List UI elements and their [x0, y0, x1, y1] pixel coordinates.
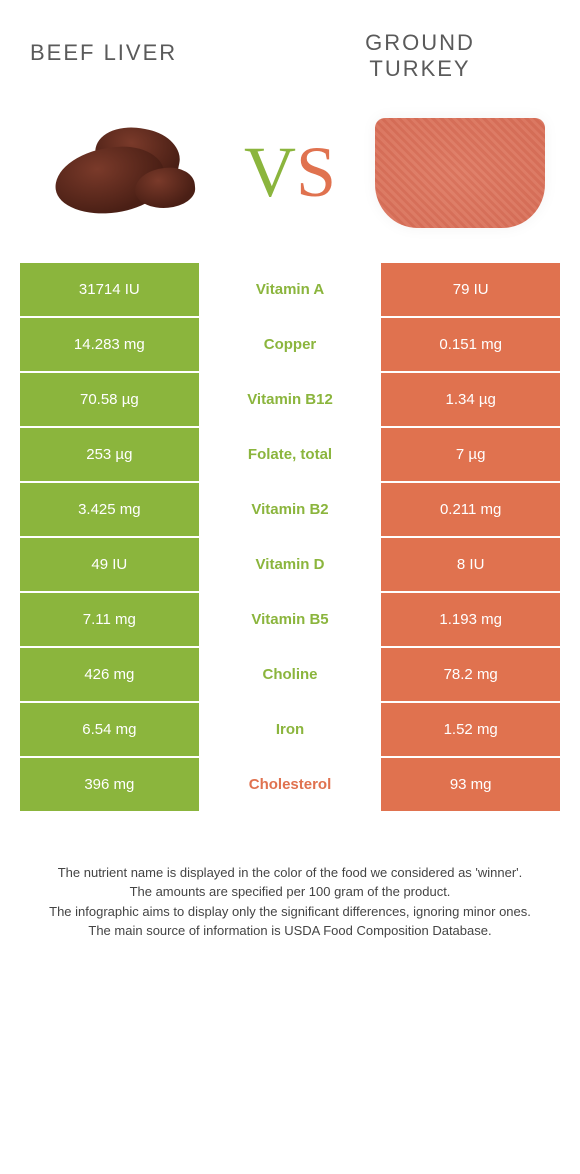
nutrient-value-left: 49 IU: [20, 538, 201, 593]
nutrient-name: Iron: [201, 703, 380, 758]
nutrient-value-right: 7 µg: [379, 428, 560, 483]
nutrient-row: 253 µgFolate, total7 µg: [20, 428, 560, 483]
nutrient-table: 31714 IUVitamin A79 IU14.283 mgCopper0.1…: [20, 263, 560, 813]
nutrient-name: Vitamin B5: [201, 593, 380, 648]
footer-line-2: The amounts are specified per 100 gram o…: [20, 882, 560, 902]
nutrient-row: 31714 IUVitamin A79 IU: [20, 263, 560, 318]
nutrient-value-left: 6.54 mg: [20, 703, 201, 758]
vs-label: VS: [244, 131, 336, 214]
footer-line-1: The nutrient name is displayed in the co…: [20, 863, 560, 883]
footer-line-4: The main source of information is USDA F…: [20, 921, 560, 941]
nutrient-row: 396 mgCholesterol93 mg: [20, 758, 560, 813]
nutrient-value-right: 8 IU: [379, 538, 560, 593]
nutrient-name: Vitamin B2: [201, 483, 380, 538]
nutrient-row: 7.11 mgVitamin B51.193 mg: [20, 593, 560, 648]
food-image-right: [360, 103, 560, 243]
nutrient-name: Choline: [201, 648, 380, 703]
nutrient-value-left: 31714 IU: [20, 263, 201, 318]
nutrient-value-right: 93 mg: [379, 758, 560, 813]
vs-v: V: [244, 132, 296, 212]
food-title-right-line2: Turkey: [369, 56, 470, 81]
nutrient-value-left: 253 µg: [20, 428, 201, 483]
nutrient-name: Vitamin D: [201, 538, 380, 593]
nutrient-name: Copper: [201, 318, 380, 373]
nutrient-value-left: 396 mg: [20, 758, 201, 813]
nutrient-row: 6.54 mgIron1.52 mg: [20, 703, 560, 758]
nutrient-value-right: 78.2 mg: [379, 648, 560, 703]
nutrient-name: Cholesterol: [201, 758, 380, 813]
food-image-left: [20, 103, 220, 243]
nutrient-value-left: 70.58 µg: [20, 373, 201, 428]
nutrient-value-right: 0.151 mg: [379, 318, 560, 373]
nutrient-row: 14.283 mgCopper0.151 mg: [20, 318, 560, 373]
liver-illustration: [40, 123, 200, 223]
nutrient-value-right: 0.211 mg: [379, 483, 560, 538]
nutrient-row: 3.425 mgVitamin B20.211 mg: [20, 483, 560, 538]
nutrient-row: 426 mgCholine78.2 mg: [20, 648, 560, 703]
nutrient-row: 49 IUVitamin D8 IU: [20, 538, 560, 593]
header: Beef Liver Ground Turkey: [0, 0, 580, 93]
footer-notes: The nutrient name is displayed in the co…: [0, 813, 580, 961]
nutrient-name: Vitamin A: [201, 263, 380, 318]
food-title-left: Beef Liver: [30, 30, 290, 66]
nutrient-name: Folate, total: [201, 428, 380, 483]
nutrient-value-left: 426 mg: [20, 648, 201, 703]
food-title-right: Ground Turkey: [290, 30, 550, 83]
turkey-illustration: [375, 118, 545, 228]
food-title-right-line1: Ground: [365, 30, 475, 55]
nutrient-name: Vitamin B12: [201, 373, 380, 428]
nutrient-value-right: 1.193 mg: [379, 593, 560, 648]
footer-line-3: The infographic aims to display only the…: [20, 902, 560, 922]
nutrient-value-right: 1.52 mg: [379, 703, 560, 758]
nutrient-value-right: 79 IU: [379, 263, 560, 318]
nutrient-value-left: 14.283 mg: [20, 318, 201, 373]
nutrient-value-right: 1.34 µg: [379, 373, 560, 428]
nutrient-row: 70.58 µgVitamin B121.34 µg: [20, 373, 560, 428]
vs-s: S: [296, 132, 336, 212]
nutrient-value-left: 3.425 mg: [20, 483, 201, 538]
image-row: VS: [0, 93, 580, 263]
nutrient-value-left: 7.11 mg: [20, 593, 201, 648]
